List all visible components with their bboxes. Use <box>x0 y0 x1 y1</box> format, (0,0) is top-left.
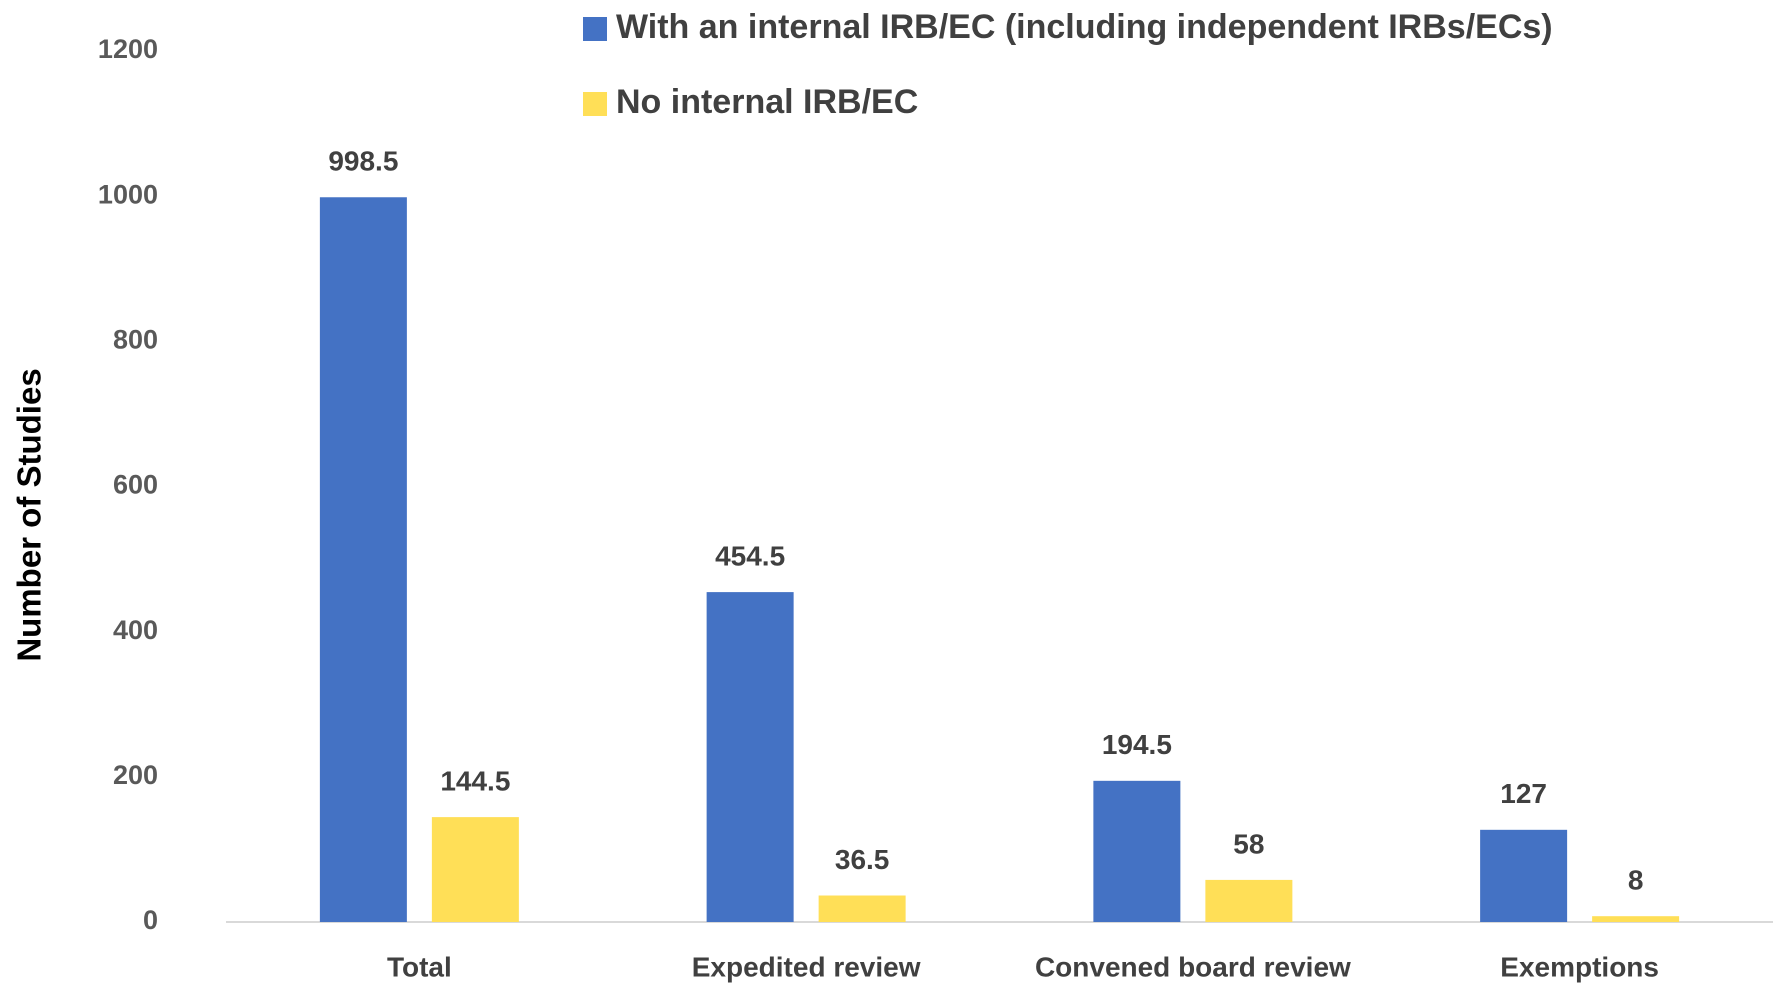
y-tick-label: 1200 <box>98 34 158 64</box>
x-tick-label: Exemptions <box>1500 951 1659 982</box>
data-label: 194.5 <box>1102 729 1172 760</box>
data-label: 8 <box>1628 865 1644 896</box>
y-tick-label: 400 <box>113 615 158 645</box>
y-tick-label: 1000 <box>98 179 158 209</box>
x-tick-label: Convened board review <box>1035 951 1351 982</box>
bar <box>818 895 906 922</box>
bar <box>431 817 519 922</box>
y-axis-label: Number of Studies <box>11 368 48 661</box>
bar <box>706 592 794 922</box>
legend-label: With an internal IRB/EC (including indep… <box>616 8 1553 46</box>
legend-swatch <box>583 92 607 116</box>
bar <box>319 197 407 922</box>
bar <box>1205 879 1293 922</box>
data-label: 58 <box>1233 828 1264 859</box>
legend-label: No internal IRB/EC <box>616 83 918 121</box>
bar <box>1480 829 1568 922</box>
bar <box>1093 780 1181 922</box>
legend-swatch <box>583 17 607 41</box>
bar <box>1592 916 1680 922</box>
data-label: 144.5 <box>440 766 510 797</box>
data-label: 454.5 <box>715 540 785 571</box>
y-tick-label: 800 <box>113 324 158 354</box>
x-tick-label: Expedited review <box>692 951 921 982</box>
data-label: 127 <box>1500 778 1547 809</box>
y-tick-label: 0 <box>143 905 158 935</box>
y-tick-label: 200 <box>113 760 158 790</box>
y-tick-label: 600 <box>113 470 158 500</box>
data-label: 998.5 <box>328 146 398 177</box>
x-tick-label: Total <box>387 951 452 982</box>
data-label: 36.5 <box>835 844 890 875</box>
